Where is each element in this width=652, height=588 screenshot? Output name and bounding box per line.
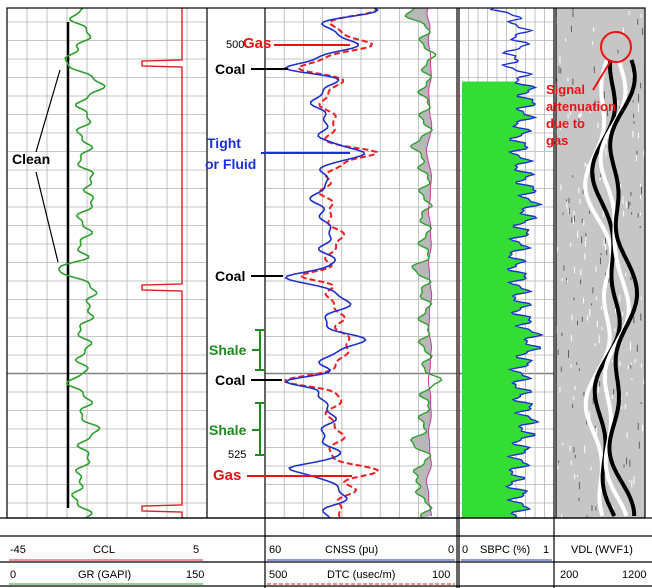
annotation-gas-bottom: Gas [213,468,241,484]
annotation-tight: Tight [207,135,241,151]
annotation-shale-1: Shale [209,342,246,358]
annotation-signal-3: due to [546,116,585,132]
ccl-scale-max: 5 [193,544,199,556]
ccl-scale-min: -45 [10,544,26,556]
cnss-curve-name: CNSS (pu) [325,544,378,556]
annotation-signal-2: attenuation [546,99,616,115]
vdl-curve-name: VDL (WVF1) [571,544,633,556]
dtc-scale-max: 100 [432,569,450,581]
sbpc-curve-name: SBPC (%) [480,544,530,556]
dtc-scale-min: 500 [269,569,287,581]
annotation-coal-2: Coal [215,268,245,284]
annotation-shale-2: Shale [209,422,246,438]
vdl-scale-min: 200 [560,569,578,581]
annotation-coal-1: Coal [215,61,245,77]
sbpc-scale-max: 1 [543,544,549,556]
gr-scale-max: 150 [186,569,204,581]
cnss-scale-max: 0 [448,544,454,556]
annotation-or-fluid: or Fluid [205,156,256,172]
gr-scale-min: 0 [10,569,16,581]
dtc-curve-name: DTC (usec/m) [327,569,395,581]
depth-label-500: 500 [226,39,244,51]
annotation-coal-3: Coal [215,372,245,388]
annotation-clean: Clean [12,151,50,167]
annotation-gas-top: Gas [243,36,271,52]
vdl-scale-max: 1200 [622,569,646,581]
depth-label-525: 525 [228,449,246,461]
cnss-scale-min: 60 [269,544,281,556]
gr-curve-name: GR (GAPI) [78,569,131,581]
ccl-curve-name: CCL [93,544,115,556]
annotation-signal-1: Signal [546,82,585,98]
annotation-signal-4: gas [546,133,568,149]
sbpc-scale-min: 0 [462,544,468,556]
